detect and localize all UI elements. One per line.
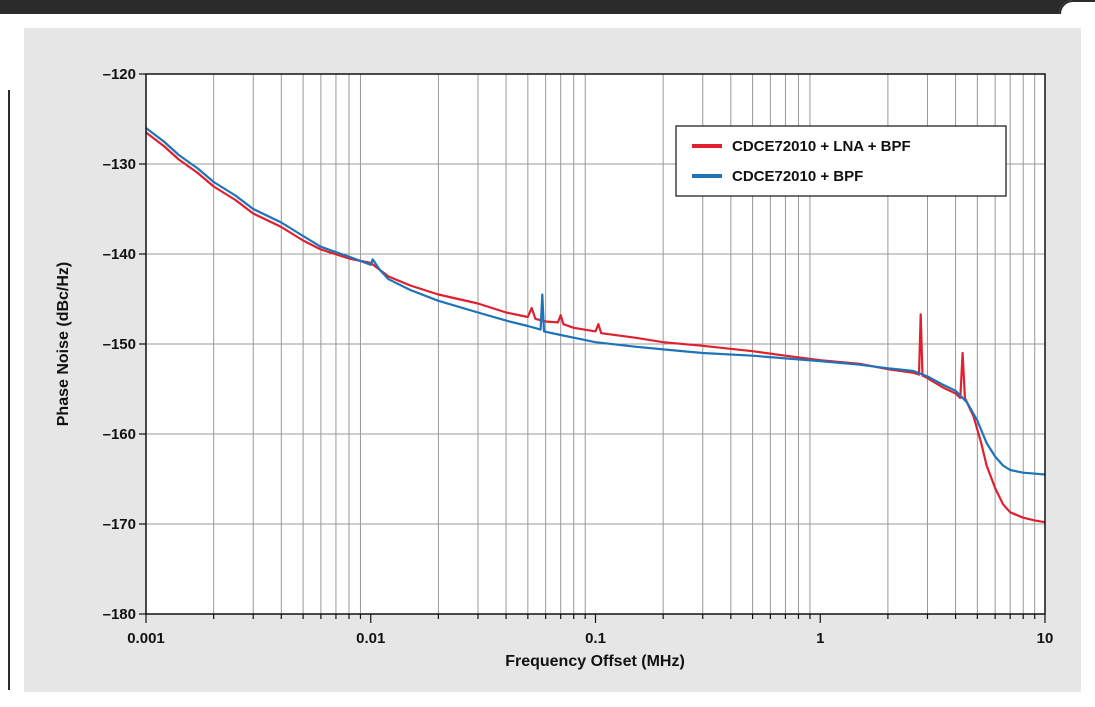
legend-box bbox=[675, 125, 1007, 197]
left-margin-rule bbox=[8, 90, 10, 690]
top-border-bar bbox=[0, 0, 1095, 14]
x-tick-label: 1 bbox=[816, 630, 824, 647]
x-tick-label: 0.01 bbox=[356, 630, 385, 647]
x-tick-label: 0.1 bbox=[585, 630, 606, 647]
series-layer bbox=[145, 127, 1046, 524]
top-border-notch bbox=[1059, 0, 1095, 14]
legend: CDCE72010 + LNA + BPF CDCE72010 + BPF bbox=[675, 125, 1007, 197]
y-tick-label: –140 bbox=[103, 246, 136, 263]
legend-label-series-2: CDCE72010 + BPF bbox=[732, 168, 863, 185]
x-tick-label: 0.001 bbox=[127, 630, 165, 647]
y-tick-label: –160 bbox=[103, 426, 136, 443]
series-line-1 bbox=[145, 131, 1046, 524]
y-tick-label: –180 bbox=[103, 606, 136, 623]
y-tick-label: –130 bbox=[103, 156, 136, 173]
phase-noise-chart: 0.001 0.01 0.1 1 10 –120 –130 –140 –150 –160 –170… bbox=[55, 66, 1053, 670]
x-tick-labels: 0.001 0.01 0.1 1 10 bbox=[127, 630, 1053, 647]
series-line-2 bbox=[145, 127, 1046, 476]
y-tick-label: –120 bbox=[103, 66, 136, 83]
tick-marks bbox=[139, 73, 1046, 623]
y-tick-labels: –120 –130 –140 –150 –160 –170 –180 bbox=[103, 66, 136, 623]
y-tick-label: –150 bbox=[103, 336, 136, 353]
legend-label-series-1: CDCE72010 + LNA + BPF bbox=[732, 138, 911, 155]
grid-lines bbox=[146, 74, 1045, 614]
chart-panel: 0.001 0.01 0.1 1 10 –120 –130 –140 –150 –160 –170… bbox=[24, 28, 1081, 692]
y-axis-title: Phase Noise (dBc/Hz) bbox=[55, 262, 72, 426]
x-tick-label: 10 bbox=[1037, 630, 1054, 647]
x-axis-title: Frequency Offset (MHz) bbox=[505, 653, 685, 670]
y-tick-label: –170 bbox=[103, 516, 136, 533]
